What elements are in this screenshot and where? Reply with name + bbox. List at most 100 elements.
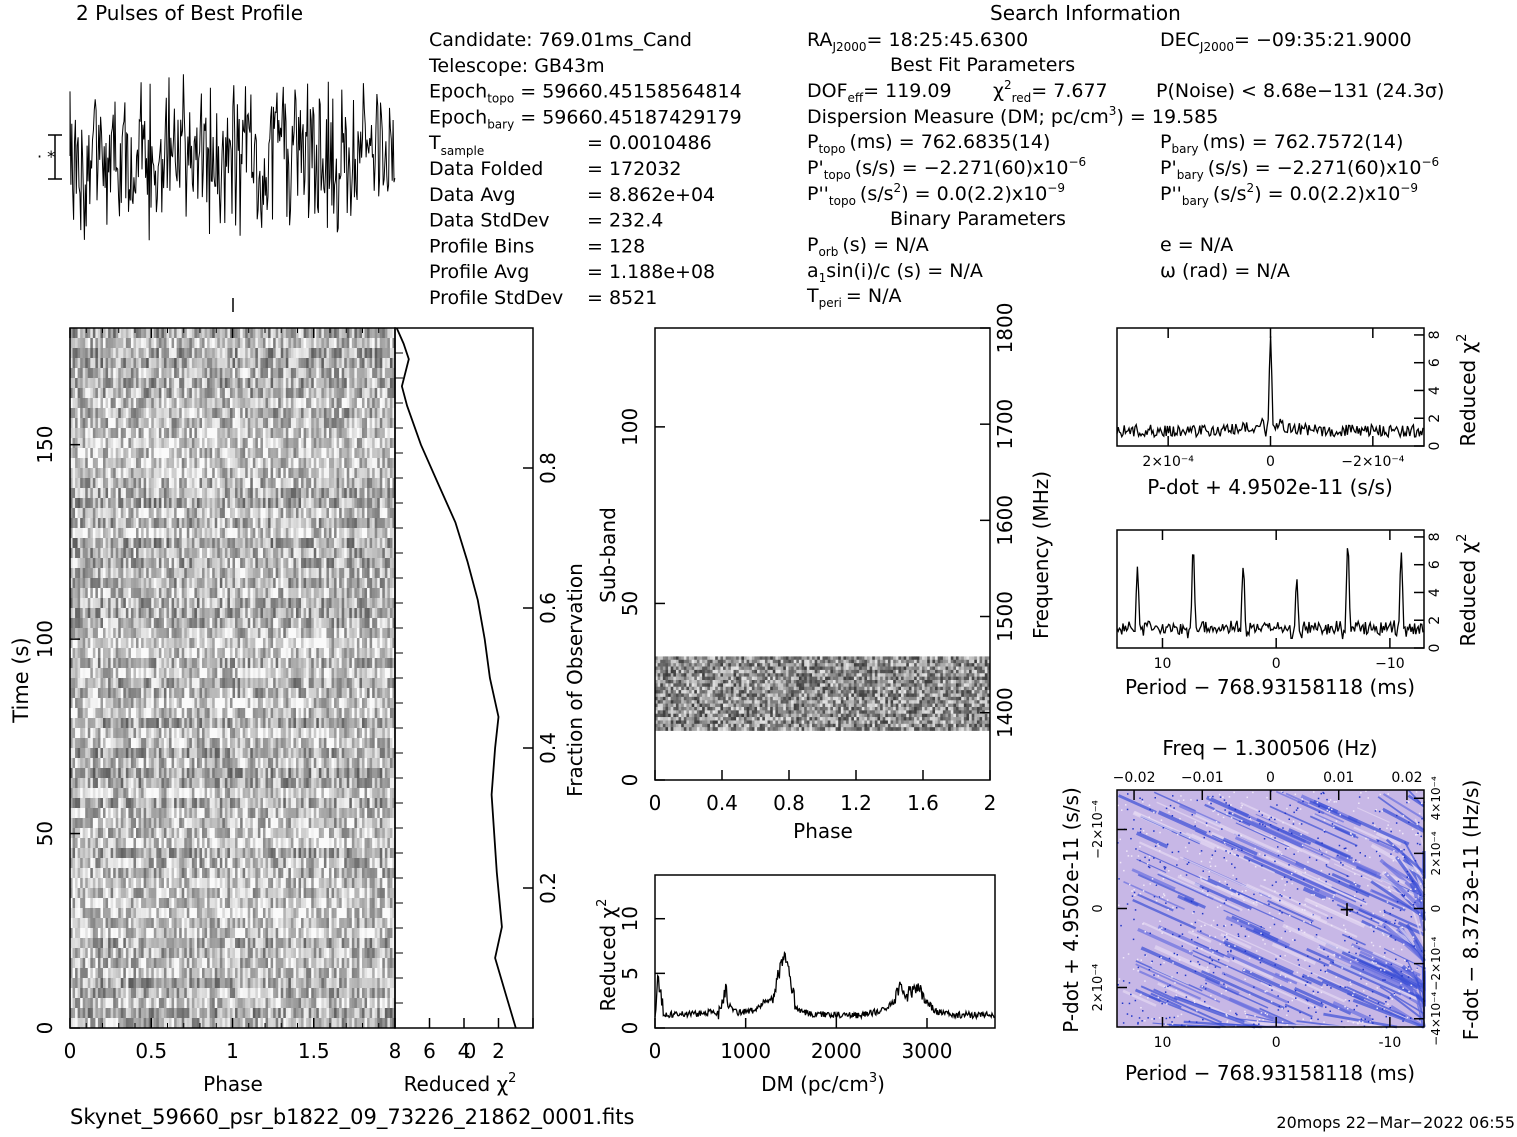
- heatmap-cell: [93, 548, 96, 558]
- heatmap-cell: [382, 338, 385, 348]
- heatmap-cell: [159, 598, 162, 608]
- heatmap-cell: [149, 548, 152, 558]
- heatmap-cell: [299, 408, 302, 418]
- heatmap-cell: [326, 698, 329, 708]
- heatmap-cell: [342, 678, 345, 688]
- heatmap-cell: [235, 698, 238, 708]
- heatmap-cell: [146, 678, 149, 688]
- heatmap-cell: [161, 468, 164, 478]
- heatmap-cell: [80, 498, 83, 508]
- heatmap-cell: [88, 668, 91, 678]
- heatmap-cell: [80, 708, 83, 718]
- heatmap-cell: [352, 698, 355, 708]
- heatmap-cell: [245, 698, 248, 708]
- heatmap-cell: [359, 378, 362, 388]
- heatmap-cell: [139, 558, 142, 568]
- heatmap-cell: [212, 378, 215, 388]
- heatmap-cell: [332, 448, 335, 458]
- heatmap-cell: [311, 418, 314, 428]
- heatmap-cell: [159, 338, 162, 348]
- heatmap-cell: [250, 538, 253, 548]
- heatmap-cell: [172, 648, 175, 658]
- heatmap-cell: [202, 568, 205, 578]
- heatmap-cell: [83, 468, 86, 478]
- heatmap-cell: [78, 688, 81, 698]
- heatmap-cell: [103, 688, 106, 698]
- heatmap-cell: [116, 628, 119, 638]
- heatmap-cell: [268, 648, 271, 658]
- heatmap-cell: [88, 548, 91, 558]
- heatmap-cell: [189, 578, 192, 588]
- heatmap-cell: [370, 518, 373, 528]
- heatmap-cell: [151, 628, 154, 638]
- heatmap-cell: [283, 498, 286, 508]
- heatmap-cell: [238, 338, 241, 348]
- heatmap-cell: [233, 388, 236, 398]
- heatmap-cell: [321, 488, 324, 498]
- heatmap-cell: [375, 658, 378, 668]
- heatmap-cell: [215, 528, 218, 538]
- heatmap-cell: [220, 498, 223, 508]
- heatmap-cell: [349, 388, 352, 398]
- heatmap-cell: [337, 538, 340, 548]
- heatmap-cell: [113, 668, 116, 678]
- heatmap-cell: [362, 488, 365, 498]
- heatmap-cell: [362, 628, 365, 638]
- heatmap-cell: [116, 558, 119, 568]
- heatmap-cell: [83, 608, 86, 618]
- heatmap-cell: [202, 658, 205, 668]
- heatmap-cell: [220, 478, 223, 488]
- heatmap-cell: [161, 668, 164, 678]
- heatmap-cell: [133, 628, 136, 638]
- heatmap-cell: [339, 488, 342, 498]
- heatmap-cell: [95, 528, 98, 538]
- heatmap-cell: [184, 578, 187, 588]
- heatmap-cell: [319, 688, 322, 698]
- heatmap-cell: [133, 688, 136, 698]
- heatmap-cell: [202, 448, 205, 458]
- heatmap-cell: [357, 388, 360, 398]
- heatmap-cell: [141, 438, 144, 448]
- heatmap-cell: [154, 708, 157, 718]
- heatmap-cell: [357, 488, 360, 498]
- heatmap-cell: [126, 678, 129, 688]
- heatmap-cell: [385, 698, 388, 708]
- heatmap-cell: [161, 408, 164, 418]
- heatmap-cell: [95, 568, 98, 578]
- heatmap-cell: [205, 548, 208, 558]
- heatmap-cell: [301, 358, 304, 368]
- heatmap-cell: [306, 448, 309, 458]
- heatmap-cell: [189, 518, 192, 528]
- heatmap-cell: [268, 618, 271, 628]
- heatmap-cell: [309, 608, 312, 618]
- heatmap-cell: [258, 578, 261, 588]
- heatmap-cell: [189, 638, 192, 648]
- heatmap-cell: [382, 348, 385, 358]
- heatmap-cell: [100, 638, 103, 648]
- heatmap-cell: [311, 478, 314, 488]
- heatmap-cell: [73, 408, 76, 418]
- heatmap-cell: [78, 518, 81, 528]
- heatmap-cell: [103, 618, 106, 628]
- heatmap-cell: [174, 498, 177, 508]
- heatmap-cell: [212, 588, 215, 598]
- heatmap-cell: [377, 618, 380, 628]
- heatmap-cell: [149, 638, 152, 648]
- heatmap-cell: [156, 438, 159, 448]
- heatmap-cell: [141, 368, 144, 378]
- heatmap-cell: [161, 708, 164, 718]
- heatmap-cell: [192, 478, 195, 488]
- heatmap-cell: [192, 558, 195, 568]
- heatmap-cell: [121, 418, 124, 428]
- heatmap-cell: [362, 388, 365, 398]
- heatmap-cell: [359, 678, 362, 688]
- heatmap-cell: [276, 638, 279, 648]
- heatmap-cell: [271, 668, 274, 678]
- heatmap-cell: [159, 488, 162, 498]
- heatmap-cell: [349, 538, 352, 548]
- heatmap-cell: [362, 548, 365, 558]
- heatmap-cell: [174, 628, 177, 638]
- heatmap-cell: [365, 388, 368, 398]
- heatmap-cell: [177, 508, 180, 518]
- heatmap-cell: [352, 338, 355, 348]
